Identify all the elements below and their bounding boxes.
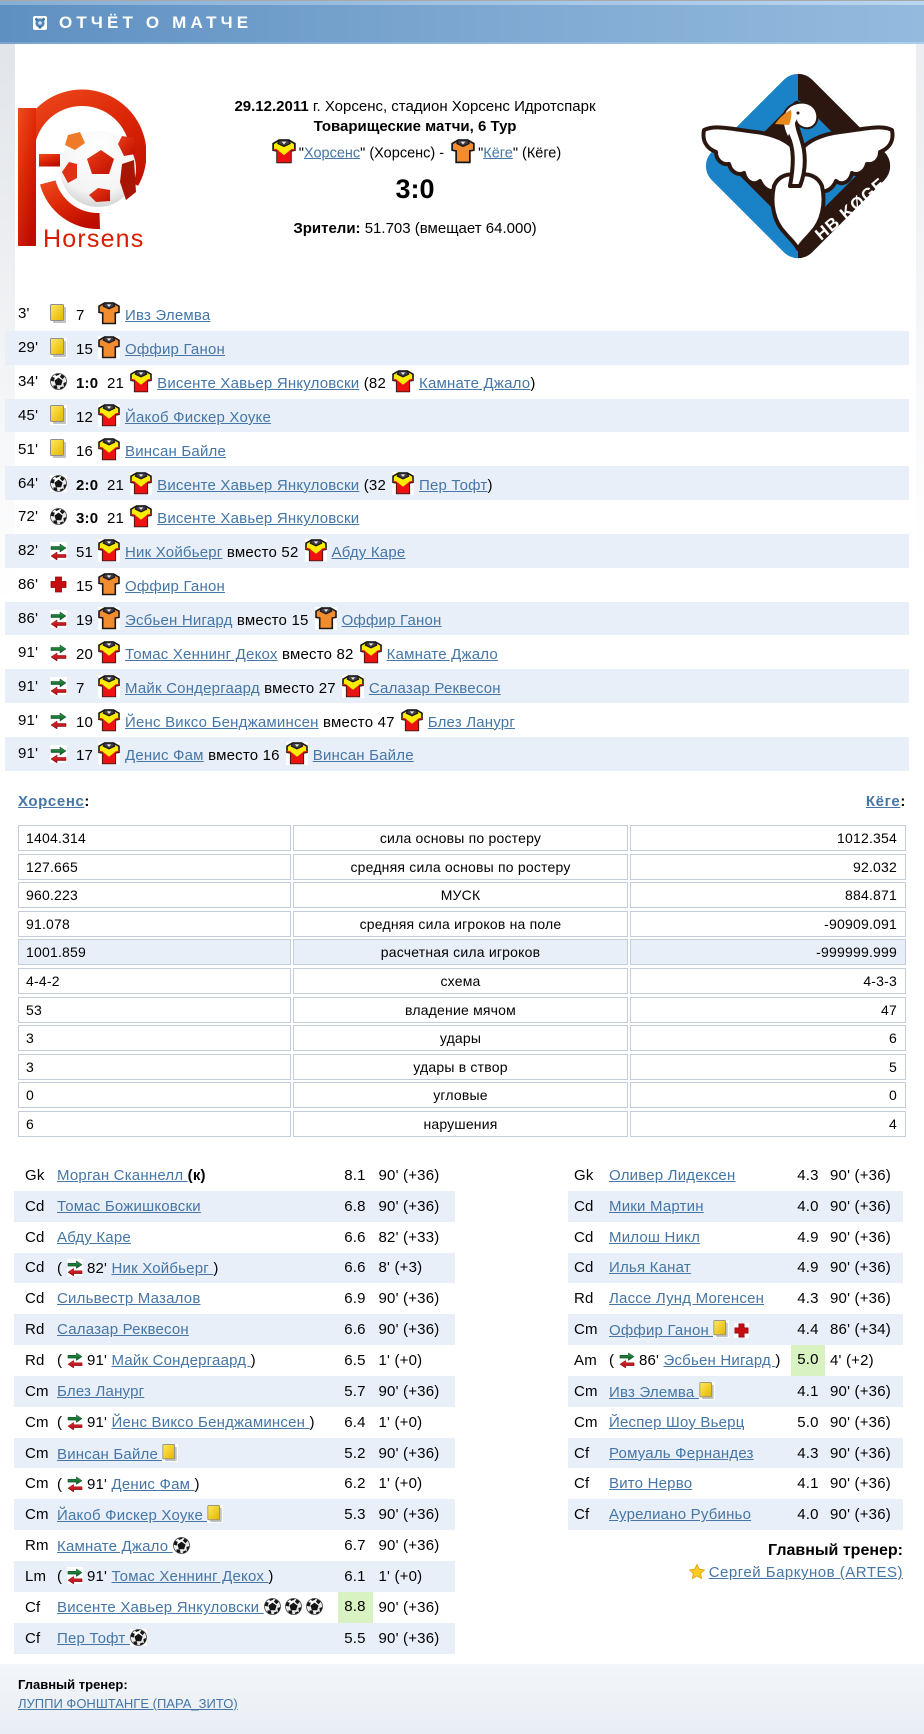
svg-text:Horsens: Horsens <box>43 225 145 250</box>
